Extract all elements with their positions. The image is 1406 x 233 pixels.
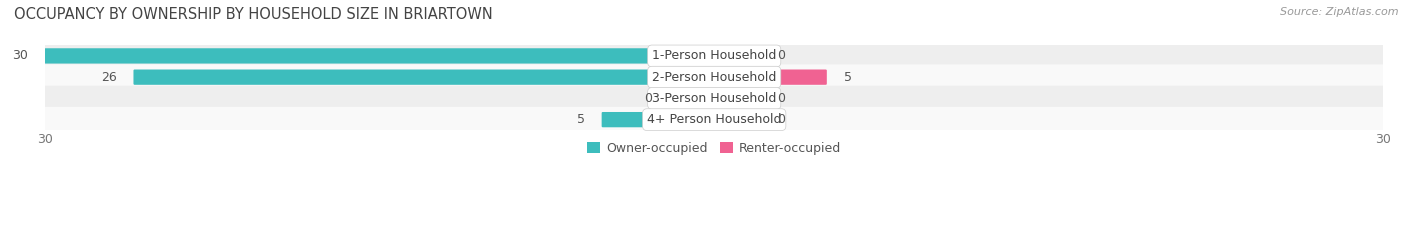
FancyBboxPatch shape xyxy=(713,91,759,106)
Text: 0: 0 xyxy=(776,49,785,62)
Text: 26: 26 xyxy=(101,71,117,84)
Text: 0: 0 xyxy=(644,92,652,105)
Text: 30: 30 xyxy=(11,49,28,62)
FancyBboxPatch shape xyxy=(602,112,716,127)
FancyBboxPatch shape xyxy=(42,64,1386,90)
Text: 0: 0 xyxy=(776,113,785,126)
Text: 2-Person Household: 2-Person Household xyxy=(652,71,776,84)
Legend: Owner-occupied, Renter-occupied: Owner-occupied, Renter-occupied xyxy=(582,137,846,160)
FancyBboxPatch shape xyxy=(134,69,716,85)
Text: 5: 5 xyxy=(844,71,852,84)
FancyBboxPatch shape xyxy=(713,69,827,85)
Text: 4+ Person Household: 4+ Person Household xyxy=(647,113,782,126)
Text: 5: 5 xyxy=(576,113,585,126)
Text: 0: 0 xyxy=(776,92,785,105)
FancyBboxPatch shape xyxy=(668,91,716,106)
FancyBboxPatch shape xyxy=(42,107,1386,132)
FancyBboxPatch shape xyxy=(713,48,759,64)
Text: 3-Person Household: 3-Person Household xyxy=(652,92,776,105)
Text: 1-Person Household: 1-Person Household xyxy=(652,49,776,62)
FancyBboxPatch shape xyxy=(713,112,759,127)
FancyBboxPatch shape xyxy=(42,86,1386,111)
Text: Source: ZipAtlas.com: Source: ZipAtlas.com xyxy=(1281,7,1399,17)
Text: OCCUPANCY BY OWNERSHIP BY HOUSEHOLD SIZE IN BRIARTOWN: OCCUPANCY BY OWNERSHIP BY HOUSEHOLD SIZE… xyxy=(14,7,494,22)
FancyBboxPatch shape xyxy=(44,48,716,64)
FancyBboxPatch shape xyxy=(42,43,1386,69)
